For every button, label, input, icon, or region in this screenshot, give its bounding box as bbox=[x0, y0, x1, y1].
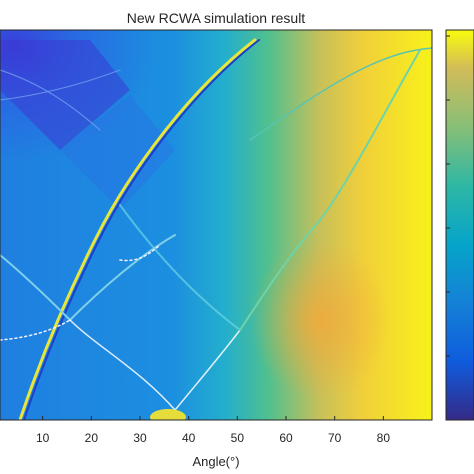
x-axis-label: Angle(°) bbox=[192, 454, 239, 469]
x-tick-label: 80 bbox=[377, 431, 391, 445]
x-tick-label: 50 bbox=[231, 431, 245, 445]
x-axis: 10 20 30 40 50 60 70 80 bbox=[36, 416, 390, 445]
x-tick-label: 10 bbox=[36, 431, 50, 445]
x-tick-label: 30 bbox=[133, 431, 147, 445]
x-tick-label: 60 bbox=[279, 431, 293, 445]
chart-title: New RCWA simulation result bbox=[127, 10, 306, 26]
x-tick-label: 20 bbox=[85, 431, 99, 445]
x-tick-label: 40 bbox=[182, 431, 196, 445]
x-tick-label: 70 bbox=[328, 431, 342, 445]
plot-frame bbox=[0, 29, 433, 421]
heatmap-area bbox=[0, 30, 432, 420]
colorbar bbox=[445, 29, 474, 421]
